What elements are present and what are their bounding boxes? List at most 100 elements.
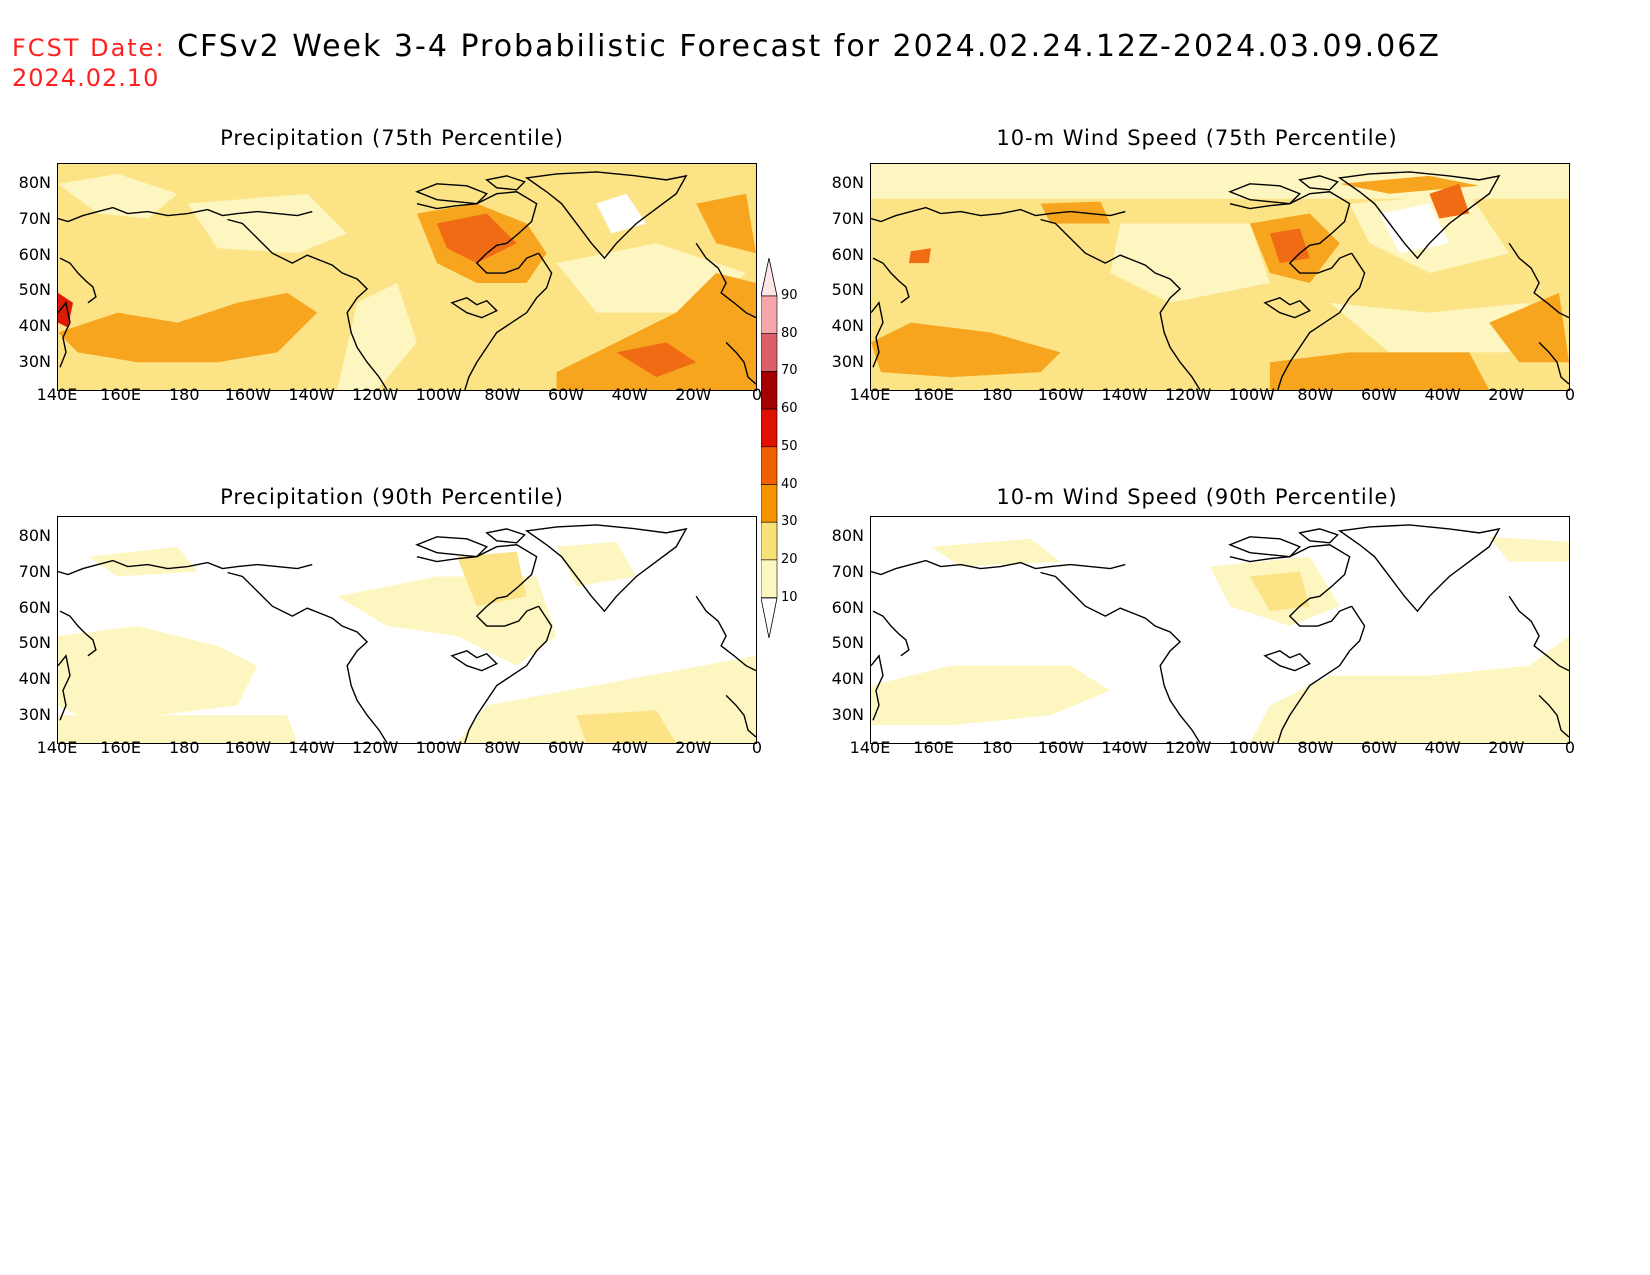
colorbar-swatch (761, 446, 778, 485)
lon-tick-label: 40W (1424, 738, 1461, 757)
lon-tick-label: 40W (1424, 385, 1461, 404)
map-precip-75 (57, 163, 757, 391)
lon-tick-label: 100W (415, 385, 462, 404)
lon-tick-label: 0 (751, 738, 763, 757)
lon-tick-label: 160W (1037, 385, 1085, 404)
fcst-date-value: 2024.02.10 (12, 64, 160, 92)
lon-tick-label: 140E (849, 738, 891, 757)
lat-tick-label: 80N (18, 173, 51, 192)
lat-tick-label: 30N (831, 705, 864, 724)
lat-tick-label: 70N (831, 561, 864, 581)
lon-tick-label: 20W (1488, 738, 1525, 757)
lon-tick-label: 20W (1488, 385, 1525, 404)
colorbar-level-label: 60 (781, 401, 798, 417)
lon-tick-label: 80W (1297, 738, 1334, 757)
colorbar-level-label: 20 (781, 551, 798, 567)
colorbar-level-label: 10 (781, 589, 798, 605)
colorbar-level-label: 80 (781, 325, 798, 341)
lon-tick-label: 80W (484, 738, 521, 757)
lat-tick-label: 70N (18, 561, 51, 581)
colorbar-level-label: 30 (781, 514, 798, 530)
lat-tick-label: 60N (18, 597, 51, 617)
header: FCST Date: CFSv2 Week 3-4 Probabilistic … (12, 29, 1441, 92)
colorbar-level-label: 70 (781, 363, 798, 379)
lon-tick-label: 180 (981, 738, 1013, 757)
lat-tick-label: 60N (18, 244, 51, 264)
lon-tick-label: 0 (751, 385, 763, 404)
lon-tick-label: 140W (1101, 385, 1148, 404)
colorbar: 90 80 70 60 50 40 30 20 10 (761, 258, 821, 638)
lon-tick-label: 140W (1101, 738, 1148, 757)
lat-tick-label: 40N (18, 316, 51, 336)
colorbar-swatch (761, 521, 778, 561)
lon-tick-label: 160E (913, 385, 954, 404)
lat-tick-label: 80N (831, 173, 864, 192)
panel-title-precip-75: Precipitation (75th Percentile) (220, 126, 564, 150)
lat-tick-label: 60N (831, 597, 864, 617)
lat-tick-label: 70N (18, 208, 51, 228)
colorbar-level-label: 40 (781, 476, 798, 492)
colorbar-swatches (761, 258, 778, 638)
panel-title-wind-75: 10-m Wind Speed (75th Percentile) (996, 126, 1398, 150)
lon-tick-label: 80W (1297, 385, 1334, 404)
lat-tick-label: 60N (831, 244, 864, 264)
lat-tick-label: 30N (18, 352, 51, 371)
lon-tick-label: 100W (415, 738, 462, 757)
colorbar-swatch (761, 333, 778, 372)
panel-title-wind-90: 10-m Wind Speed (90th Percentile) (996, 485, 1398, 509)
lon-tick-label: 180 (981, 385, 1013, 404)
lon-tick-label: 60W (547, 385, 585, 404)
lon-tick-label: 0 (1564, 738, 1576, 757)
lon-tick-label: 180 (168, 385, 200, 404)
lon-tick-label: 100W (1228, 385, 1275, 404)
lon-tick-label: 120W (351, 738, 399, 757)
lon-tick-label: 40W (611, 738, 648, 757)
lon-tick-label: 40W (611, 385, 648, 404)
lat-tick-label: 70N (831, 208, 864, 228)
lat-tick-label: 30N (831, 352, 864, 371)
colorbar-level-label: 50 (781, 438, 798, 454)
lon-tick-label: 60W (1360, 738, 1398, 757)
lon-tick-label: 60W (547, 738, 585, 757)
lon-tick-label: 140E (36, 385, 78, 404)
lon-tick-label: 140W (288, 385, 335, 404)
map-precip-90 (57, 516, 757, 744)
lon-tick-label: 140E (849, 385, 891, 404)
map-wind-75 (870, 163, 1570, 391)
colorbar-swatch (761, 484, 778, 523)
lon-tick-label: 120W (1164, 385, 1212, 404)
lon-tick-label: 0 (1564, 385, 1576, 404)
lon-tick-label: 160W (224, 385, 272, 404)
lat-tick-label: 50N (18, 280, 51, 300)
lat-tick-label: 50N (18, 633, 51, 653)
lat-tick-label: 40N (18, 669, 51, 689)
colorbar-swatch (761, 408, 778, 448)
colorbar-swatch (761, 559, 778, 598)
lon-tick-label: 140E (36, 738, 78, 757)
lat-tick-label: 50N (831, 280, 864, 300)
lon-tick-label: 80W (484, 385, 521, 404)
lon-tick-label: 120W (351, 385, 399, 404)
lat-tick-label: 30N (18, 705, 51, 724)
lon-tick-label: 100W (1228, 738, 1275, 757)
forecast-title: CFSv2 Week 3-4 Probabilistic Forecast fo… (177, 29, 1441, 64)
lat-tick-label: 80N (831, 526, 864, 545)
lon-tick-label: 20W (675, 385, 712, 404)
lon-tick-label: 160E (913, 738, 954, 757)
lon-tick-label: 140W (288, 738, 335, 757)
lon-tick-label: 160E (100, 738, 141, 757)
colorbar-level-label: 90 (781, 288, 798, 303)
lat-tick-label: 40N (831, 316, 864, 336)
lon-tick-label: 20W (675, 738, 712, 757)
lon-tick-label: 160E (100, 385, 141, 404)
lon-tick-label: 60W (1360, 385, 1398, 404)
lat-tick-label: 40N (831, 669, 864, 689)
colorbar-swatch (761, 371, 778, 410)
lon-tick-label: 160W (1037, 738, 1085, 757)
lon-tick-label: 120W (1164, 738, 1212, 757)
map-wind-90 (870, 516, 1570, 744)
fcst-date-label: FCST Date: (12, 34, 166, 62)
panel-title-precip-90: Precipitation (90th Percentile) (220, 485, 564, 509)
lon-tick-label: 160W (224, 738, 272, 757)
lon-tick-label: 180 (168, 738, 200, 757)
